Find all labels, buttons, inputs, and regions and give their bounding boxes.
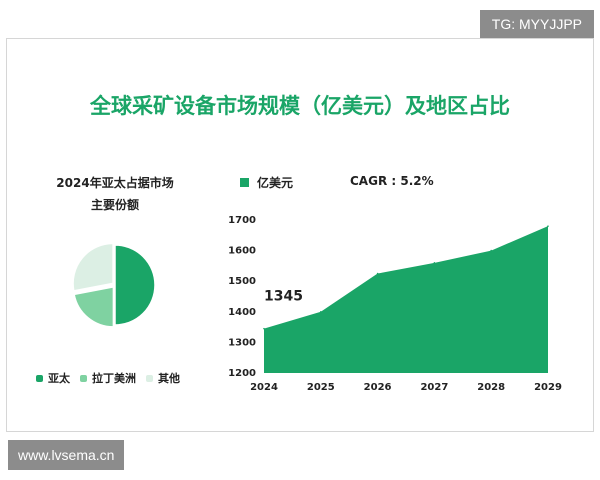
watermark-bottom: www.lvsema.cn	[8, 440, 125, 470]
pie-slice-latin-america	[73, 286, 115, 328]
data-label-2024: 1345	[264, 289, 303, 305]
legend-label-other: 其他	[158, 372, 180, 385]
watermark-top: TG: MYYJJPP	[479, 10, 594, 38]
y-tick-label-1500: 1500	[228, 276, 256, 287]
y-tick-label-1400: 1400	[228, 307, 256, 318]
y-tick-label-1300: 1300	[228, 337, 256, 348]
area-series-fill	[264, 226, 548, 373]
area-point-2028	[490, 249, 493, 252]
area-legend-label: 亿美元	[257, 176, 294, 190]
area-point-2024	[263, 327, 265, 330]
legend-swatch-latin-america	[80, 374, 87, 382]
x-tick-label-2024: 2024	[250, 382, 278, 393]
x-tick-label-2029: 2029	[534, 382, 562, 393]
legend-swatch-asia-pacific	[36, 374, 43, 382]
area-point-2029	[547, 225, 549, 227]
area-point-2027	[433, 262, 436, 264]
pie-title-line2: 主要份额	[90, 198, 139, 212]
legend-label-asia-pacific: 亚太	[48, 372, 70, 385]
x-tick-label-2028: 2028	[477, 382, 505, 393]
page-title: 全球采矿设备市场规模（亿美元）及地区占比	[90, 94, 510, 118]
pie-title: 2024年亚太占据市场 主要份额	[30, 172, 200, 216]
legend-swatch-other	[146, 374, 153, 382]
area-legend-swatch	[240, 178, 249, 187]
pie-title-line1: 2024年亚太占据市场	[56, 176, 174, 190]
legend-item-latin-america: 拉丁美洲	[80, 370, 136, 386]
pie-slice-other	[72, 242, 114, 292]
area-point-2026	[376, 272, 379, 275]
area-point-2025	[320, 311, 322, 313]
x-tick-label-2025: 2025	[307, 382, 335, 393]
legend-item-asia-pacific: 亚太	[36, 370, 70, 386]
legend-item-other: 其他	[146, 370, 180, 386]
area-legend: 亿美元	[240, 174, 293, 191]
y-tick-label-1700: 1700	[228, 215, 256, 226]
cagr-label: CAGR : 5.2%	[350, 174, 434, 188]
pie-legend: 亚太 拉丁美洲 其他	[36, 370, 180, 386]
x-tick-label-2027: 2027	[420, 382, 448, 393]
y-tick-label-1600: 1600	[228, 246, 256, 257]
pie-chart	[72, 242, 156, 328]
y-tick-label-1200: 1200	[228, 368, 256, 379]
pie-slice-asia-pacific	[114, 244, 156, 326]
legend-label-latin-america: 拉丁美洲	[92, 372, 136, 385]
x-tick-label-2026: 2026	[364, 382, 392, 393]
